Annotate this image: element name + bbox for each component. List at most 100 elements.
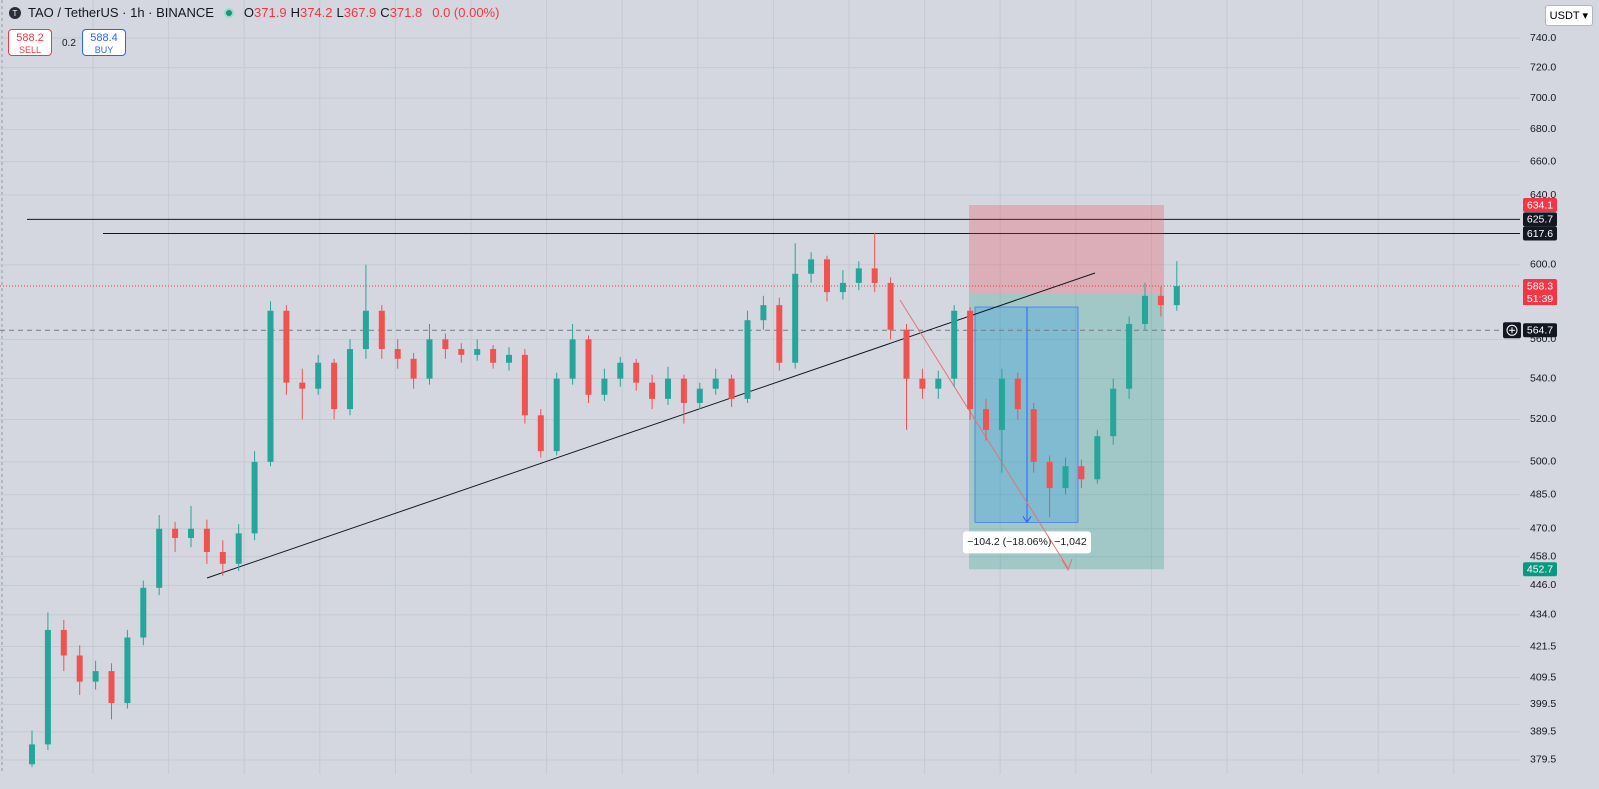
candle-body <box>1173 286 1180 306</box>
ohlc-key: O <box>243 5 255 20</box>
candle-body <box>1030 409 1037 462</box>
buy-button[interactable]: 588.4 BUY <box>82 29 126 56</box>
y-tick-label: 640.0 <box>1530 189 1556 201</box>
candle-body <box>919 378 926 389</box>
candle-body <box>712 378 719 389</box>
currency-select[interactable]: USDT ▾ <box>1544 5 1593 26</box>
y-tick-label: 540.0 <box>1530 372 1556 384</box>
candle-body <box>76 655 83 682</box>
candle-body <box>347 349 353 410</box>
crosshair-tag-bg <box>1523 323 1557 338</box>
candle-body <box>521 354 528 416</box>
candle-body <box>665 378 671 399</box>
candle-body <box>967 310 974 410</box>
candle-body <box>824 259 830 293</box>
crosshair-tag: 564.7 <box>1527 325 1553 337</box>
candle-body <box>267 310 274 462</box>
candle-body <box>887 282 894 330</box>
measure-label: −104.2 (−18.06%) −1,042 <box>967 536 1087 548</box>
candle-body <box>108 671 115 704</box>
candles <box>29 232 1180 768</box>
stop-tag: 634.1 <box>1527 199 1553 211</box>
countdown: 51:39 <box>1527 293 1553 305</box>
candle-body <box>124 637 131 704</box>
candle-body <box>569 339 576 379</box>
candle-body <box>680 378 687 403</box>
candle-body <box>696 388 703 403</box>
candle-body <box>1126 324 1133 389</box>
candle-body <box>378 310 385 350</box>
candle-body <box>251 461 258 534</box>
candle-body <box>998 378 1005 430</box>
candle-body <box>315 362 322 389</box>
stop-zone <box>969 204 1164 295</box>
header: T TAO / TetherUS · 1h · BINANCE O371.9 H3… <box>8 5 499 20</box>
candle-body <box>760 305 767 321</box>
candle-body <box>188 528 194 538</box>
y-tick-label: 421.5 <box>1530 640 1556 652</box>
candle-body <box>29 744 35 765</box>
candle-body <box>283 310 290 383</box>
candle-body <box>92 671 99 682</box>
y-tick-label: 389.5 <box>1530 726 1556 738</box>
candle-body <box>808 259 815 274</box>
sell-price: 588.2 <box>16 32 44 44</box>
candle-body <box>506 354 512 363</box>
y-tick-label: 660.0 <box>1530 155 1556 167</box>
hline-tag: 617.6 <box>1527 228 1553 240</box>
candle-body <box>649 382 656 399</box>
buy-label: BUY <box>94 45 114 55</box>
candle-body <box>1014 378 1021 410</box>
symbol-title[interactable]: TAO / TetherUS · 1h · BINANCE <box>28 5 214 20</box>
candle-body <box>871 268 878 283</box>
sell-label: SELL <box>18 45 42 55</box>
candle-body <box>474 349 481 355</box>
candle-body <box>362 310 369 350</box>
y-tick-label: 740.0 <box>1530 32 1556 44</box>
candle-body <box>983 409 989 430</box>
candle-body <box>1142 295 1148 325</box>
measure-arrow-head <box>1022 516 1032 524</box>
trend-line <box>206 272 1096 579</box>
y-tick-label: 720.0 <box>1530 61 1556 73</box>
measure-label-bg <box>963 531 1091 554</box>
candle-body <box>935 378 942 389</box>
y-tick-label: 700.0 <box>1530 92 1556 104</box>
last-price-tag: 588.3 <box>1527 280 1553 292</box>
candle-body <box>1157 295 1164 306</box>
candle-body <box>458 349 465 355</box>
candle-body <box>60 629 67 656</box>
candle-body <box>1110 388 1117 437</box>
candle-body <box>776 305 783 363</box>
add-order-icon <box>1506 324 1518 336</box>
buy-price: 588.4 <box>90 32 118 44</box>
candle-body <box>839 282 846 293</box>
axis-bg <box>1520 0 1599 789</box>
ohlc-key: H <box>290 5 300 20</box>
y-tick-label: 458.0 <box>1530 550 1556 562</box>
target-tag-bg <box>1523 562 1557 577</box>
sell-button[interactable]: 588.2 SELL <box>8 29 52 56</box>
ohlc-value: 374.2 <box>299 5 333 20</box>
candle-body <box>1078 466 1085 480</box>
countdown-bg <box>1523 292 1557 306</box>
candle-body <box>1046 461 1053 489</box>
candle-body <box>426 339 433 379</box>
candle-body <box>490 349 497 363</box>
pencil-arrow-head <box>1061 558 1073 572</box>
ohlc-value: 371.9 <box>254 5 287 20</box>
ohlc-value: 371.8 <box>389 5 423 20</box>
y-tick-label: 470.0 <box>1530 523 1556 535</box>
candle-body <box>172 528 179 538</box>
price-axis: 740.0720.0700.0680.0660.0640.0600.0560.0… <box>1503 0 1599 789</box>
candle-body <box>44 629 51 745</box>
y-tick-label: 446.0 <box>1530 579 1556 591</box>
ohlc-key: C <box>380 5 390 20</box>
y-tick-label: 680.0 <box>1530 123 1556 135</box>
grid <box>0 0 1520 774</box>
candle-body <box>203 528 210 552</box>
y-tick-label: 399.5 <box>1530 698 1556 710</box>
hline-tag: 625.7 <box>1527 214 1553 226</box>
